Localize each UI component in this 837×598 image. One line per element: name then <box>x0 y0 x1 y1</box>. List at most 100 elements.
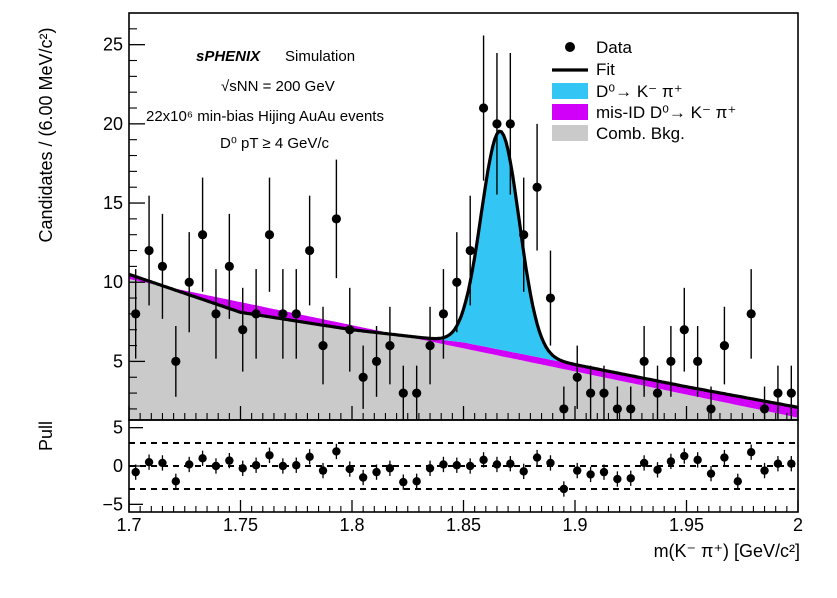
data-point <box>719 340 730 351</box>
data-point <box>773 388 783 398</box>
x-axis-title: m(K⁻ π⁺) [GeV/c²] <box>654 541 800 561</box>
pull-point <box>399 477 408 487</box>
legend: Data Fit D⁰→ K⁻ π⁺ mis-ID D⁰→ K⁻ π⁺ Comb… <box>552 38 736 143</box>
pull-point <box>492 460 502 469</box>
data-point <box>545 293 556 303</box>
data-point <box>559 404 569 414</box>
pull-point <box>305 452 314 461</box>
main-x-ticks <box>128 406 799 420</box>
pull-point <box>171 477 181 486</box>
pull-y-tick-label: −5 <box>102 494 123 514</box>
data-point <box>345 325 355 335</box>
pull-point <box>278 461 288 471</box>
pull-point <box>479 455 488 465</box>
y-tick-label: 25 <box>103 35 123 55</box>
legend-data-marker <box>565 42 575 52</box>
data-point <box>759 404 770 414</box>
events-label: 22x10⁶ min-bias Hijing AuAu events <box>146 108 384 125</box>
pull-point <box>238 464 247 473</box>
x-tick-label: 2 <box>793 515 803 535</box>
pull-point <box>693 455 702 465</box>
pull-point <box>720 453 729 462</box>
pull-x-ticks: 1.7 1.75 1.8 1.85 1.9 1.95 2 <box>116 500 803 535</box>
annotation-block: sPHENIX Simulation √sNN = 200 GeV 22x10⁶… <box>146 48 384 152</box>
pull-point <box>251 461 261 470</box>
pull-point <box>425 464 435 473</box>
main-y-ticks: 5 10 15 20 25 <box>103 28 145 410</box>
data-point <box>171 356 181 367</box>
legend-signal-label: D⁰→ K⁻ π⁺ <box>596 82 683 101</box>
data-point <box>666 356 676 367</box>
legend-data-label: Data <box>596 38 632 57</box>
data-point <box>211 309 221 319</box>
data-point <box>305 245 315 256</box>
x-tick-label: 1.95 <box>669 515 704 535</box>
pull-point <box>773 459 783 468</box>
pull-point <box>787 459 796 468</box>
data-point <box>746 309 756 319</box>
pull-point <box>185 460 194 469</box>
data-point <box>224 261 234 271</box>
legend-bkg-label: Comb. Bkg. <box>596 124 685 143</box>
legend-bkg-swatch <box>552 125 588 141</box>
pull-point <box>131 467 140 477</box>
x-tick-label: 1.8 <box>339 515 364 535</box>
data-point <box>465 245 475 256</box>
pull-point <box>506 459 515 468</box>
data-point <box>371 356 382 367</box>
data-point <box>412 388 422 398</box>
data-point <box>586 388 596 398</box>
x-tick-label: 1.85 <box>446 515 481 535</box>
pull-point <box>639 458 649 468</box>
data-points <box>131 35 796 420</box>
pull-y-axis-title: Pull <box>36 421 56 451</box>
data-point <box>358 372 368 382</box>
pull-point <box>573 466 582 475</box>
data-point <box>144 245 154 256</box>
data-point <box>398 388 408 398</box>
pull-point <box>332 447 341 456</box>
pull-point <box>144 457 154 467</box>
pull-points <box>131 443 796 497</box>
data-point <box>478 103 489 113</box>
energy-label: √sNN = 200 GeV <box>221 78 335 95</box>
x-tick-label: 1.75 <box>223 515 258 535</box>
pull-point <box>158 458 167 468</box>
data-point <box>278 309 288 319</box>
pull-point <box>519 467 528 476</box>
pull-point <box>746 448 756 457</box>
data-point <box>652 388 663 398</box>
y-tick-label: 15 <box>103 193 123 213</box>
pull-point <box>613 474 622 484</box>
y-tick-label: 10 <box>103 272 123 292</box>
pull-point <box>372 467 381 477</box>
data-point <box>519 230 529 240</box>
pull-point <box>559 484 569 494</box>
pull-y-tick-label: 0 <box>113 456 123 476</box>
legend-misid-label: mis-ID D⁰→ K⁻ π⁺ <box>596 103 736 122</box>
fit-curve <box>128 129 799 409</box>
data-point <box>532 182 542 192</box>
pull-point <box>452 461 462 470</box>
data-point <box>639 356 649 367</box>
data-point <box>184 277 194 287</box>
x-tick-label: 1.7 <box>116 515 141 535</box>
data-point <box>612 404 622 414</box>
data-point <box>291 309 301 319</box>
pull-point <box>532 453 542 462</box>
data-point <box>599 388 609 398</box>
data-point <box>238 325 248 335</box>
pull-point <box>546 458 555 468</box>
x-tick-label: 1.9 <box>562 515 587 535</box>
pull-point <box>626 474 635 483</box>
data-point <box>572 372 582 382</box>
data-point <box>505 119 515 129</box>
pull-point <box>760 466 769 475</box>
pull-panel: −5 0 5 1.7 1.75 1.8 1.85 1.9 1.95 2 <box>102 418 803 535</box>
data-point <box>264 230 275 240</box>
data-point <box>251 309 261 319</box>
pull-point <box>385 464 395 473</box>
data-point <box>197 230 208 240</box>
pull-point <box>211 461 221 471</box>
